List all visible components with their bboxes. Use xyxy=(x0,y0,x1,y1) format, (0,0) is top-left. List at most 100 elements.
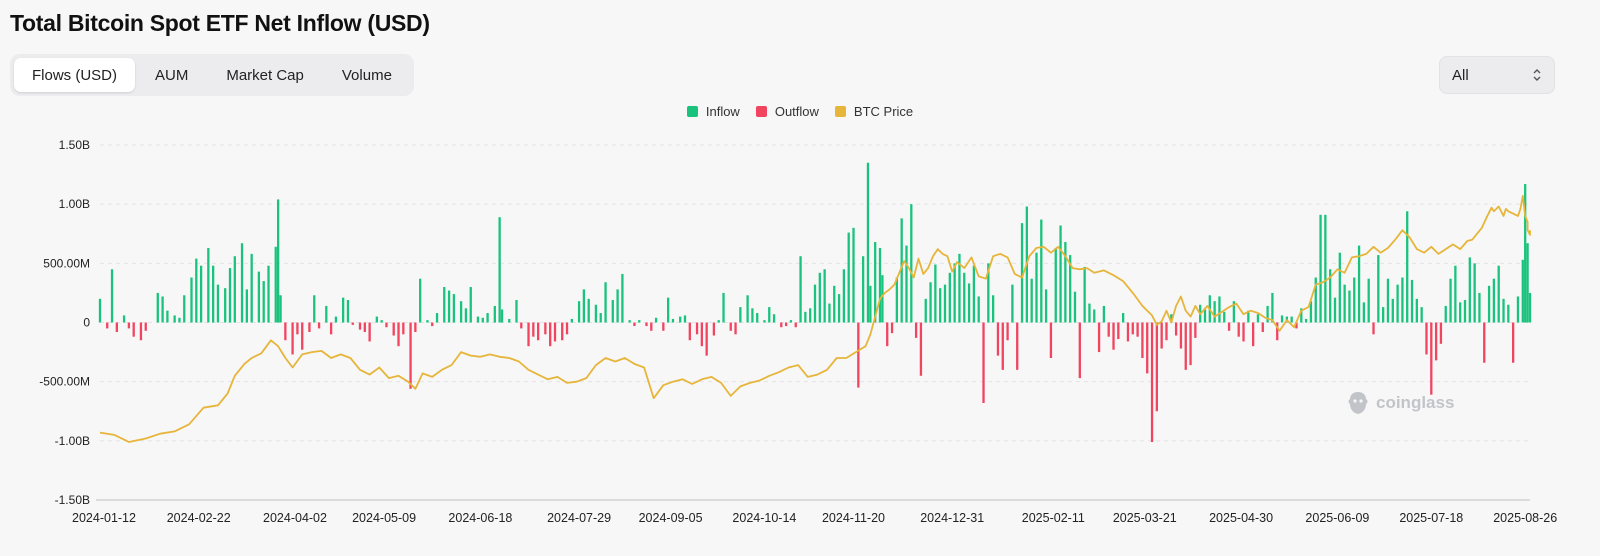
inflow-bar[interactable] xyxy=(929,282,932,323)
inflow-bar[interactable] xyxy=(447,290,451,323)
inflow-bar[interactable] xyxy=(342,297,345,323)
range-select[interactable]: All xyxy=(1439,56,1555,94)
inflow-bar[interactable] xyxy=(958,253,961,323)
outflow-bar[interactable] xyxy=(1430,322,1433,395)
inflow-bar[interactable] xyxy=(1362,302,1366,323)
outflow-bar[interactable] xyxy=(784,322,788,327)
inflow-bar[interactable] xyxy=(1314,277,1317,323)
inflow-bar[interactable] xyxy=(628,320,631,323)
inflow-bar[interactable] xyxy=(963,272,966,323)
inflow-bar[interactable] xyxy=(212,265,215,323)
inflow-bar[interactable] xyxy=(1526,243,1529,323)
inflow-bar[interactable] xyxy=(833,285,836,323)
inflow-bar[interactable] xyxy=(1386,278,1390,323)
inflow-bar[interactable] xyxy=(122,315,126,323)
inflow-bar[interactable] xyxy=(717,320,720,323)
outflow-bar[interactable] xyxy=(1006,322,1009,341)
inflow-bar[interactable] xyxy=(828,303,831,323)
outflow-bar[interactable] xyxy=(431,322,434,327)
inflow-bar[interactable] xyxy=(746,295,749,323)
btc-price-line[interactable] xyxy=(99,194,1531,443)
outflow-bar[interactable] xyxy=(291,322,294,355)
inflow-bar[interactable] xyxy=(1348,290,1351,323)
inflow-bar[interactable] xyxy=(508,318,511,323)
inflow-bar[interactable] xyxy=(1415,298,1418,323)
inflow-bar[interactable] xyxy=(772,314,776,323)
inflow-bar[interactable] xyxy=(161,296,164,323)
inflow-bar[interactable] xyxy=(1059,225,1062,323)
inflow-bar[interactable] xyxy=(1020,223,1024,323)
inflow-bar[interactable] xyxy=(228,268,232,323)
inflow-bar[interactable] xyxy=(1487,285,1491,323)
outflow-bar[interactable] xyxy=(914,322,918,338)
outflow-bar[interactable] xyxy=(308,322,311,332)
inflow-bar[interactable] xyxy=(1357,245,1361,323)
inflow-bar[interactable] xyxy=(953,263,956,323)
outflow-bar[interactable] xyxy=(919,322,923,376)
inflow-bar[interactable] xyxy=(1203,309,1207,323)
outflow-bar[interactable] xyxy=(402,322,405,335)
outflow-bar[interactable] xyxy=(1150,322,1154,443)
outflow-bar[interactable] xyxy=(700,322,703,347)
inflow-bar[interactable] xyxy=(1353,277,1356,323)
inflow-bar[interactable] xyxy=(847,232,850,323)
inflow-bar[interactable] xyxy=(346,300,350,323)
inflow-bar[interactable] xyxy=(874,242,877,323)
inflow-bar[interactable] xyxy=(1223,311,1226,323)
inflow-bar[interactable] xyxy=(1343,284,1346,323)
inflow-bar[interactable] xyxy=(924,298,927,323)
outflow-bar[interactable] xyxy=(368,322,371,342)
inflow-bar[interactable] xyxy=(1064,242,1067,323)
outflow-bar[interactable] xyxy=(1434,322,1438,361)
inflow-bar[interactable] xyxy=(1382,307,1385,323)
inflow-bar[interactable] xyxy=(245,289,248,323)
inflow-bar[interactable] xyxy=(1054,247,1057,323)
outflow-bar[interactable] xyxy=(1194,322,1197,338)
inflow-bar[interactable] xyxy=(1521,259,1524,323)
inflow-bar[interactable] xyxy=(799,256,802,323)
inflow-bar[interactable] xyxy=(166,310,169,323)
outflow-bar[interactable] xyxy=(1131,322,1134,335)
inflow-bar[interactable] xyxy=(426,320,429,323)
outflow-bar[interactable] xyxy=(1425,322,1428,355)
inflow-bar[interactable] xyxy=(1401,277,1404,323)
outflow-bar[interactable] xyxy=(284,322,287,341)
outflow-bar[interactable] xyxy=(301,322,304,350)
inflow-bar[interactable] xyxy=(1507,304,1510,323)
outflow-bar[interactable] xyxy=(1439,322,1443,344)
inflow-bar[interactable] xyxy=(869,285,872,323)
outflow-bar[interactable] xyxy=(633,322,636,327)
inflow-bar[interactable] xyxy=(804,311,807,323)
outflow-bar[interactable] xyxy=(886,322,889,347)
outflow-bar[interactable] xyxy=(705,322,708,356)
inflow-bar[interactable] xyxy=(1406,211,1409,323)
inflow-bar[interactable] xyxy=(862,256,865,323)
outflow-bar[interactable] xyxy=(1049,322,1053,359)
outflow-bar[interactable] xyxy=(561,322,564,341)
inflow-bar[interactable] xyxy=(190,277,193,323)
outflow-bar[interactable] xyxy=(1179,322,1183,349)
outflow-bar[interactable] xyxy=(650,322,653,331)
inflow-bar[interactable] xyxy=(599,313,602,323)
outflow-bar[interactable] xyxy=(392,322,395,336)
outflow-bar[interactable] xyxy=(1252,322,1255,347)
outflow-bar[interactable] xyxy=(1483,322,1486,363)
inflow-bar[interactable] xyxy=(1300,308,1303,323)
inflow-bar[interactable] xyxy=(756,313,759,323)
inflow-bar[interactable] xyxy=(671,318,675,323)
outflow-bar[interactable] xyxy=(1160,322,1163,349)
inflow-bar[interactable] xyxy=(1035,252,1038,323)
outflow-bar[interactable] xyxy=(1078,322,1081,379)
inflow-bar[interactable] xyxy=(476,316,480,323)
inflow-bar[interactable] xyxy=(570,318,573,323)
outflow-bar[interactable] xyxy=(553,322,557,342)
outflow-bar[interactable] xyxy=(409,322,412,389)
inflow-bar[interactable] xyxy=(895,277,898,323)
inflow-bar[interactable] xyxy=(173,315,176,323)
inflow-bar[interactable] xyxy=(207,247,210,323)
inflow-bar[interactable] xyxy=(1516,296,1520,323)
inflow-bar[interactable] xyxy=(469,287,472,323)
inflow-bar[interactable] xyxy=(977,296,980,323)
outflow-bar[interactable] xyxy=(1189,322,1192,366)
outflow-bar[interactable] xyxy=(1227,322,1231,331)
